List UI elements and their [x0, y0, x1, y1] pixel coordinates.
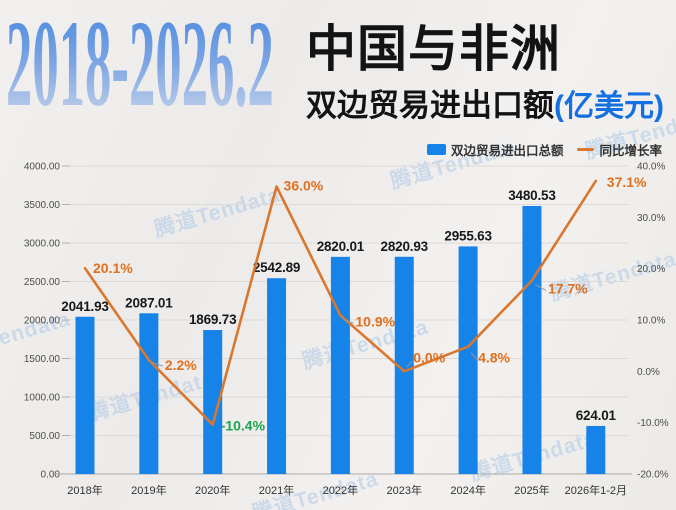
x-axis-label: 2020年 — [195, 483, 230, 497]
legend: 双边贸易进出口总额 同比增长率 — [426, 140, 662, 159]
right-axis-label: 30.0% — [637, 213, 665, 224]
trade-bar-2022年[interactable] — [330, 256, 350, 474]
growth-label: 36.0% — [284, 178, 324, 194]
x-axis-label: 2022年 — [323, 483, 358, 497]
x-axis-label: 2024年 — [450, 483, 485, 497]
left-axis-label: 0.00 — [41, 470, 61, 481]
x-axis-label: 2025年 — [514, 483, 549, 497]
right-axis-label: -20.0% — [637, 470, 669, 481]
bar-value-label: 2087.01 — [125, 295, 173, 310]
subtitle: 双边贸易进出口额(亿美元) — [306, 80, 664, 125]
bar-value-label: 2820.93 — [381, 239, 429, 254]
x-axis-label: 2023年 — [387, 483, 422, 497]
x-axis-label: 2026年1-2月 — [565, 483, 627, 497]
bar-value-label: 1869.73 — [189, 312, 237, 327]
trade-bar-2018年[interactable] — [75, 316, 95, 474]
right-axis-label: 20.0% — [637, 264, 665, 275]
growth-label: 20.1% — [93, 260, 133, 276]
label-leader-line — [534, 284, 547, 291]
x-axis-label: 2019年 — [131, 483, 166, 497]
growth-line[interactable] — [83, 179, 598, 427]
legend-bar-swatch-icon — [426, 144, 446, 155]
left-axis-label: 4000.00 — [24, 162, 61, 173]
trade-bar-2019年[interactable] — [139, 313, 159, 474]
left-axis-label: 2000.00 — [24, 316, 61, 327]
right-axis-label: -10.0% — [637, 418, 669, 429]
growth-label: 37.1% — [607, 174, 647, 190]
growth-label: 2.2% — [165, 357, 197, 373]
bar-value-label: 2820.01 — [317, 239, 365, 254]
trade-bar-2021年[interactable] — [267, 278, 287, 474]
left-axis-label: 1500.00 — [24, 354, 61, 365]
legend-item-growth[interactable]: 同比增长率 — [577, 140, 662, 159]
growth-label: 4.8% — [478, 350, 510, 366]
subtitle-text: 双边贸易进出口额 — [306, 88, 554, 123]
label-leader-line — [470, 352, 478, 361]
growth-label: -10.4% — [221, 418, 266, 434]
left-axis-label: 500.00 — [29, 431, 60, 442]
right-axis-label: 0.0% — [637, 367, 660, 378]
trade-bar-2026年1-2月[interactable] — [586, 425, 606, 474]
left-axis-label: 3500.00 — [24, 200, 61, 211]
legend-label-trade: 双边贸易进出口总额 — [450, 144, 564, 158]
title-block: 中国与非洲 双边贸易进出口额(亿美元) — [306, 22, 664, 125]
label-leader-line — [405, 360, 413, 368]
main-title: 中国与非洲 — [306, 21, 561, 77]
left-axis-label: 3000.00 — [24, 239, 61, 250]
bar-value-label: 2041.93 — [61, 299, 109, 314]
right-axis-label: 10.0% — [637, 316, 665, 327]
trade-bar-2020年[interactable] — [203, 330, 223, 474]
x-axis-label: 2021年 — [259, 483, 294, 497]
legend-item-trade[interactable]: 双边贸易进出口总额 — [426, 140, 564, 159]
x-axis-label: 2018年 — [67, 483, 102, 497]
right-axis-label: 40.0% — [637, 162, 665, 173]
legend-label-growth: 同比增长率 — [599, 144, 662, 158]
legend-line-swatch-icon — [577, 148, 595, 151]
bar-value-label: 2542.89 — [253, 260, 300, 275]
bar-value-label: 3480.53 — [508, 188, 556, 203]
subtitle-unit: (亿美元) — [554, 90, 664, 123]
left-axis-label: 2500.00 — [24, 277, 61, 288]
growth-label: 0.0% — [413, 349, 445, 365]
growth-label: 10.9% — [355, 313, 395, 329]
label-leader-line — [343, 318, 354, 324]
trade-chart: 4000.00 3500.00 3000.00 2500.00 2000.00 1500.… — [24, 162, 669, 498]
trade-bar-2024年[interactable] — [458, 246, 478, 474]
trade-bar-2025年[interactable] — [522, 205, 542, 474]
label-leader-line — [150, 361, 164, 367]
bar-value-label: 624.01 — [576, 408, 617, 423]
left-axis-label: 1000.00 — [24, 393, 61, 404]
bar-value-label: 2955.63 — [444, 228, 492, 243]
header: 2018-2026.2 中国与非洲 双边贸易进出口额(亿美元) — [0, 0, 676, 130]
year-range-title: 2018-2026.2 — [6, 0, 274, 132]
trade-bar-2023年[interactable] — [394, 256, 414, 474]
growth-label: 17.7% — [548, 280, 588, 296]
